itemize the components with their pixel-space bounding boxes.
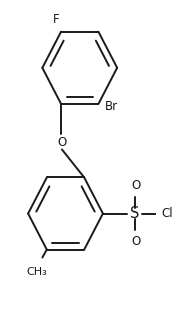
Text: O: O — [131, 179, 140, 192]
Text: F: F — [53, 13, 60, 26]
Text: S: S — [130, 206, 140, 221]
Text: Cl: Cl — [162, 207, 173, 220]
Text: CH₃: CH₃ — [27, 268, 47, 278]
Text: O: O — [131, 235, 140, 248]
Text: Br: Br — [105, 100, 118, 113]
Text: O: O — [57, 136, 67, 149]
